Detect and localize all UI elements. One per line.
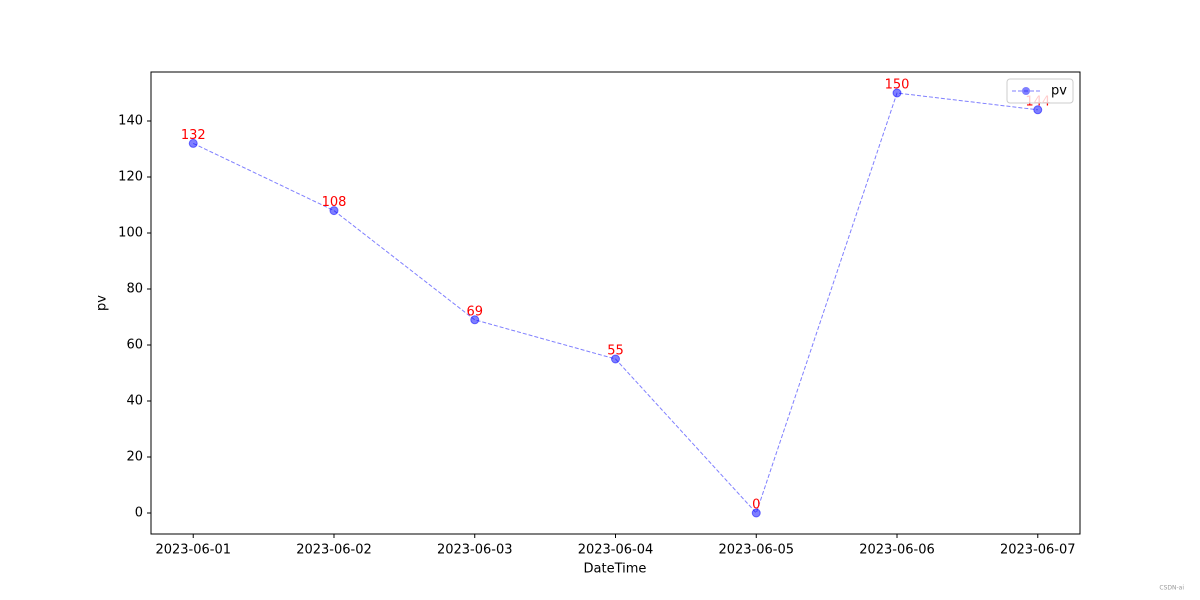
watermark: CSDN-ai bbox=[1159, 585, 1184, 592]
line bbox=[193, 92, 1038, 514]
x-axis-label: DateTime bbox=[584, 562, 647, 577]
marker bbox=[1033, 105, 1043, 115]
y-tick-label: 20 bbox=[126, 450, 143, 465]
y-tick-label: 60 bbox=[126, 338, 143, 353]
x-tick-label: 2023-06-06 bbox=[859, 543, 935, 558]
x-tick-label: 2023-06-02 bbox=[296, 543, 372, 558]
x-tick-label: 2023-06-03 bbox=[437, 543, 513, 558]
data-label: 0 bbox=[752, 498, 760, 513]
marker bbox=[329, 206, 339, 216]
marker bbox=[470, 315, 480, 325]
y-tick-label: 120 bbox=[118, 170, 143, 185]
data-label: 132 bbox=[181, 128, 206, 143]
x-tick-label: 2023-06-04 bbox=[578, 543, 654, 558]
y-axis-label: pv bbox=[95, 295, 110, 311]
y-tick-label: 140 bbox=[118, 114, 143, 129]
data-label: 55 bbox=[607, 344, 624, 359]
marker bbox=[611, 354, 620, 364]
data-label: 150 bbox=[885, 78, 910, 93]
x-tick-label: 2023-06-05 bbox=[718, 543, 794, 558]
y-tick-label: 40 bbox=[126, 394, 143, 409]
y-tick-label: 100 bbox=[118, 226, 143, 241]
marker bbox=[892, 88, 902, 98]
x-tick-label: 2023-06-01 bbox=[155, 543, 231, 558]
marker bbox=[751, 508, 761, 518]
y-tick-label: 80 bbox=[126, 282, 143, 297]
data-label: 108 bbox=[322, 195, 347, 210]
plot-frame bbox=[150, 71, 1081, 535]
legend-label: pv bbox=[1051, 84, 1067, 99]
marker bbox=[188, 138, 198, 148]
data-label: 69 bbox=[466, 304, 483, 319]
y-tick-label: 0 bbox=[135, 506, 143, 521]
legend-marker bbox=[1022, 87, 1030, 95]
x-tick-label: 2023-06-07 bbox=[1000, 543, 1076, 558]
